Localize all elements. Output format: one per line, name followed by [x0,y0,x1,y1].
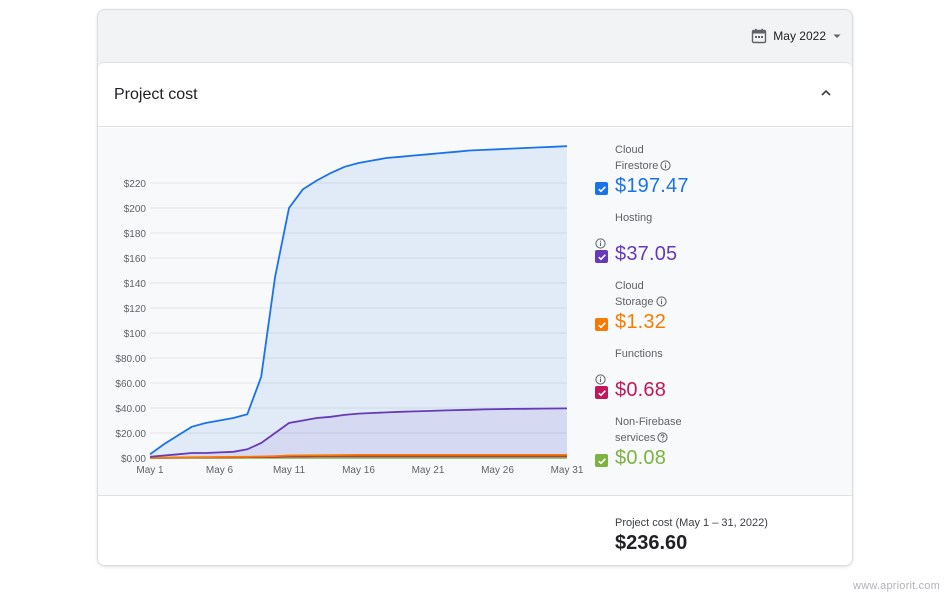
x-tick-label: May 6 [206,465,234,476]
legend-label-text: Non-Firebase [615,416,682,428]
x-tick-label: May 31 [551,465,584,476]
legend-label-line: Firestore [615,158,705,176]
y-tick-label: $180 [124,229,147,240]
panel-header: Project cost [98,63,852,127]
series-area-hosting [150,408,567,458]
total-footer: Project cost (May 1 – 31, 2022) $236.60 [98,496,852,565]
y-tick-label: $20.00 [115,429,146,440]
legend-label-line: Cloud [615,142,705,158]
y-tick-label: $120 [124,304,147,315]
legend-label: Non-Firebase services [615,414,705,448]
date-range-label: May 2022 [773,29,826,43]
checkmark-icon [597,389,606,396]
series-line-hosting [149,407,568,458]
legend-label-line: services [615,430,705,448]
card-toolbar: May 2022 [98,10,852,62]
legend-label-text: Functions [615,348,663,360]
date-range-picker[interactable]: May 2022 [751,28,842,44]
series-toggle-checkbox[interactable] [595,386,608,399]
legend-label-text: Storage [615,296,654,308]
x-tick-label: May 11 [273,465,305,476]
legend-label-line: Non-Firebase [615,414,705,430]
y-tick-label: $100 [124,329,147,340]
dropdown-arrow-icon [832,31,842,41]
x-tick-label: May 1 [136,465,164,476]
y-tick-label: $40.00 [115,404,146,415]
legend-value: $1.32 [615,311,667,333]
series-toggle-checkbox[interactable] [595,318,608,331]
series-toggle-checkbox[interactable] [595,182,608,195]
legend-item: Hosting $37.05 [595,210,835,278]
legend-label-text: Hosting [615,212,653,224]
series-toggle-checkbox[interactable] [595,454,608,467]
legend-label-text: Cloud [615,280,644,292]
chevron-up-icon [820,86,832,104]
cost-chart: $0.00 $20.00 $40.00 $60.00 $80.00 $100 $120 $14… [115,145,584,476]
x-tick-label: May 21 [412,465,445,476]
info-icon[interactable] [660,160,671,176]
total-cost-value: $236.60 [615,532,688,554]
series-line-cloud-storage [149,454,567,459]
legend-value: $197.47 [615,175,689,197]
legend-label: Cloud Storage [615,278,705,312]
legend-item: Cloud Storage $1.32 [595,278,835,346]
panel-title: Project cost [114,85,198,103]
x-tick-label: May 16 [342,465,375,476]
y-tick-label: $140 [124,279,147,290]
series-toggle-checkbox[interactable] [595,250,608,263]
calendar-icon [751,28,767,44]
legend-label-text: services [615,432,656,444]
y-tick-label: $160 [124,254,147,265]
legend-value: $37.05 [615,243,678,265]
help-icon[interactable] [657,432,668,448]
series-area-cloud-firestore [150,146,567,458]
series-line-cloud-firestore [149,145,568,456]
watermark: www.apriorit.com [853,580,940,592]
y-tick-label: $0.00 [121,454,146,465]
legend-item: Functions $0.68 [595,346,835,414]
legend-label-line: Storage [615,294,705,312]
y-tick-label: $200 [124,204,147,215]
cost-legend: Cloud Firestore $197.47 Hosting $37.05 Cloud S… [595,142,835,482]
legend-item: Non-Firebase services $0.08 [595,414,835,482]
y-tick-label: $60.00 [115,379,146,390]
project-cost-card: May 2022 Project cost $0.00 $20.00 $40.00 $… [97,9,853,566]
checkmark-icon [597,457,606,464]
checkmark-icon [597,253,606,260]
y-tick-label: $80.00 [115,354,146,365]
checkmark-icon [597,321,606,328]
legend-label-text: Firestore [615,160,659,172]
info-icon[interactable] [595,372,606,390]
legend-label-text: Cloud [615,144,644,156]
x-tick-label: May 26 [481,465,514,476]
legend-label: Hosting [615,210,705,226]
legend-label: Functions [615,346,705,362]
y-tick-label: $220 [124,179,147,190]
legend-label: Cloud Firestore [615,142,705,176]
legend-value: $0.68 [615,379,667,401]
legend-item: Cloud Firestore $197.47 [595,142,835,210]
legend-label-line: Functions [615,346,705,362]
info-icon[interactable] [595,236,606,254]
total-cost-label: Project cost (May 1 – 31, 2022) [615,517,768,529]
legend-label-line: Hosting [615,210,705,226]
legend-label-line: Cloud [615,278,705,294]
legend-value: $0.08 [615,447,667,469]
cost-chart-area: $0.00 $20.00 $40.00 $60.00 $80.00 $100 $120 $14… [98,128,852,496]
checkmark-icon [597,185,606,192]
collapse-button[interactable] [814,83,838,107]
info-icon[interactable] [655,296,667,312]
project-cost-panel: Project cost $0.00 $20.00 $40.00 $60.00 $80.… [98,62,852,565]
